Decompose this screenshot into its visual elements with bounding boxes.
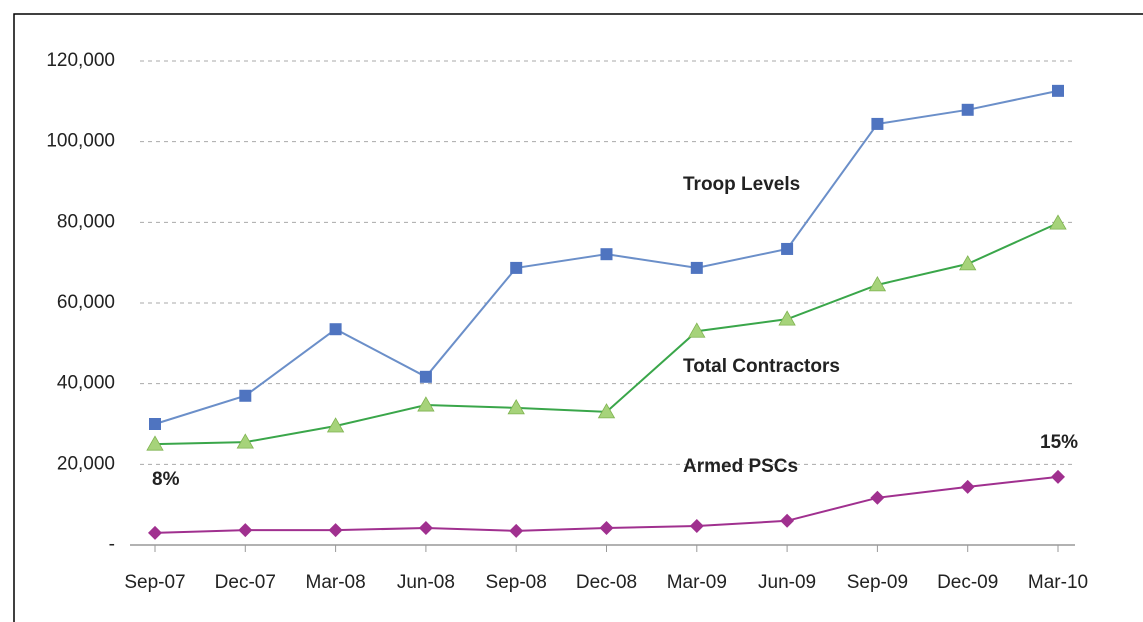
marker	[960, 479, 975, 494]
marker	[778, 310, 796, 326]
y-tick-label: 120,000	[46, 50, 115, 71]
marker	[780, 513, 795, 528]
marker	[148, 525, 162, 540]
marker	[871, 117, 884, 130]
marker	[509, 523, 524, 538]
x-tick-label: Mar-08	[306, 572, 366, 593]
marker	[868, 276, 887, 292]
marker	[781, 242, 794, 255]
y-tick-label: 100,000	[46, 131, 115, 152]
x-tick-label: Mar-10	[1028, 572, 1088, 593]
annotation: 8%	[152, 469, 180, 490]
marker	[149, 418, 161, 430]
marker	[510, 261, 523, 274]
marker	[870, 490, 885, 505]
marker	[959, 255, 977, 271]
y-tick-label: 20,000	[57, 453, 115, 474]
marker	[238, 523, 253, 538]
marker	[329, 323, 342, 336]
y-tick-label: 40,000	[57, 373, 115, 394]
series-label: Troop Levels	[683, 174, 800, 195]
x-tick-label: Mar-09	[667, 572, 727, 593]
x-tick-label: Dec-08	[576, 572, 637, 593]
x-tick-label: Sep-07	[124, 572, 185, 593]
annotation: 15%	[1040, 432, 1078, 453]
x-tick-label: Dec-09	[937, 572, 998, 593]
frame	[13, 13, 1143, 622]
x-tick-label: Jun-08	[397, 572, 455, 593]
marker	[1052, 84, 1064, 97]
x-tick-label: Dec-07	[215, 572, 276, 593]
marker	[507, 399, 525, 415]
marker	[418, 521, 433, 536]
marker	[1051, 469, 1065, 484]
x-tick-label: Jun-09	[758, 572, 816, 593]
marker	[597, 403, 616, 419]
x-tick-label: Sep-08	[486, 572, 547, 593]
marker	[239, 389, 252, 402]
marker	[326, 417, 345, 433]
marker	[688, 322, 706, 338]
marker	[328, 523, 343, 538]
marker	[690, 261, 703, 274]
y-tick-label: 80,000	[57, 211, 115, 232]
series-label: Total Contractors	[683, 356, 840, 377]
marker	[599, 521, 614, 536]
marker	[1049, 214, 1067, 230]
marker	[689, 519, 704, 534]
marker	[600, 248, 613, 261]
marker	[236, 433, 254, 449]
marker	[419, 370, 432, 383]
y-tick-label: -	[109, 534, 115, 555]
marker	[961, 103, 974, 116]
marker	[417, 396, 435, 412]
y-tick-label: 60,000	[57, 292, 115, 313]
x-tick-label: Sep-09	[847, 572, 908, 593]
series-label: Armed PSCs	[683, 456, 798, 477]
marker	[146, 435, 164, 451]
